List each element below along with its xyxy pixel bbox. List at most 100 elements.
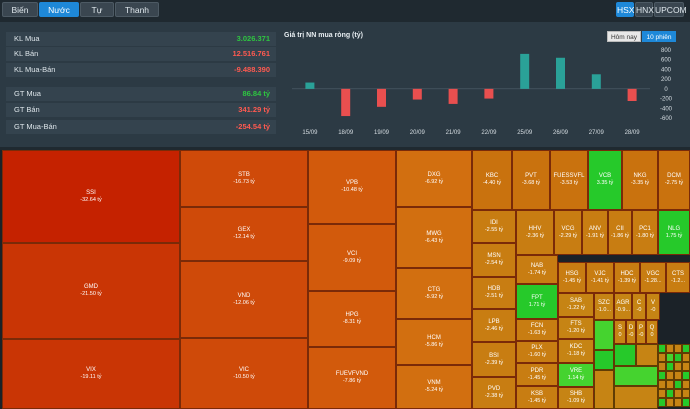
treemap-cell-szc[interactable]: SZC -1.0...	[594, 293, 614, 320]
treemap-cell-vpb[interactable]: VPB -10.48 tỷ	[308, 150, 396, 224]
treemap-cell-pvt[interactable]: PVT -3.68 tỷ	[512, 150, 550, 210]
treemap-cell-kbc[interactable]: KBC -4.40 tỷ	[472, 150, 512, 210]
treemap-cell-stb[interactable]: STB -16.73 tỷ	[180, 150, 308, 207]
treemap-cell-fcn[interactable]: FCN -1.63 tỷ	[516, 319, 558, 341]
treemap-cell-d[interactable]: D -0	[626, 320, 636, 344]
treemap-mini-cell[interactable]	[682, 389, 690, 398]
treemap-cell-hsg[interactable]: HSG -1.45 tỷ	[558, 262, 586, 293]
treemap-cell-p[interactable]: P -0	[636, 320, 646, 344]
treemap-mini-cell[interactable]	[658, 371, 666, 380]
treemap-cell-cii[interactable]: CII -1.86 tỷ	[608, 210, 632, 255]
treemap-mini-cell[interactable]	[666, 344, 674, 353]
treemap-mini-cell[interactable]	[682, 380, 690, 389]
treemap-cell-nab[interactable]: NAB -1.74 tỷ	[516, 255, 558, 284]
treemap-mini-cell[interactable]	[674, 344, 682, 353]
treemap-cell-vcb[interactable]: VCB 3.35 tỷ	[588, 150, 622, 210]
treemap-mini-cell[interactable]	[666, 389, 674, 398]
treemap-cell-agr[interactable]: AGR -0.9...	[614, 293, 632, 320]
treemap-cell-hdc[interactable]: HDC -1.39 tỷ	[614, 262, 640, 293]
treemap-cell-hhv[interactable]: HHV -2.36 tỷ	[516, 210, 554, 255]
treemap-mini-cell[interactable]	[658, 398, 666, 407]
treemap-cell-v[interactable]: V -0	[646, 293, 660, 320]
treemap-mini-cell[interactable]	[674, 371, 682, 380]
range-10-sessions-button[interactable]: 10 phiên	[642, 31, 676, 42]
treemap-cell-mwg[interactable]: MWG -6.43 tỷ	[396, 207, 472, 268]
range-today-button[interactable]: Hôm nay	[607, 31, 641, 42]
treemap-mini-cell[interactable]	[674, 380, 682, 389]
treemap-cell-vgc[interactable]: VGC -1.28...	[640, 262, 666, 293]
treemap-cell-ssi[interactable]: SSI -32.64 tỷ	[2, 150, 180, 243]
treemap-cell-bsi[interactable]: BSI -2.39 tỷ	[472, 342, 516, 377]
treemap-cell-vcg[interactable]: VCG -2.29 tỷ	[554, 210, 582, 255]
treemap-mini-cell[interactable]	[674, 362, 682, 371]
treemap-cell-dcm[interactable]: DCM -2.75 tỷ	[658, 150, 690, 210]
treemap-cell-msn[interactable]: MSN -2.54 tỷ	[472, 243, 516, 277]
treemap-mini-cell[interactable]	[614, 366, 658, 386]
treemap-cell-sab[interactable]: SAB -1.22 tỷ	[558, 293, 594, 317]
treemap-cell-vnm[interactable]: VNM -5.24 tỷ	[396, 365, 472, 409]
exchange-hsx[interactable]: HSX	[616, 2, 634, 17]
treemap-cell-nkg[interactable]: NKG -3.35 tỷ	[622, 150, 658, 210]
treemap-cell-cts[interactable]: CTS -1.2...	[666, 262, 690, 293]
treemap-mini-cell[interactable]	[636, 344, 658, 366]
treemap-cell-hcm[interactable]: HCM -5.86 tỷ	[396, 319, 472, 365]
treemap-mini-cell[interactable]	[666, 398, 674, 407]
treemap-mini-cell[interactable]	[594, 350, 614, 370]
net-value-label: -2.39 tỷ	[484, 359, 504, 366]
treemap-cell-vre[interactable]: VRE 1.14 tỷ	[558, 363, 594, 387]
treemap-cell-vic[interactable]: VIC -10.50 tỷ	[180, 338, 308, 409]
treemap-cell-fts[interactable]: FTS -1.20 tỷ	[558, 317, 594, 339]
treemap-mini-cell[interactable]	[594, 320, 614, 350]
treemap-mini-cell[interactable]	[658, 389, 666, 398]
treemap-cell-ksb[interactable]: KSB -1.45 tỷ	[516, 386, 558, 409]
treemap-cell-gmd[interactable]: GMD -21.50 tỷ	[2, 243, 180, 339]
treemap-cell-vix[interactable]: VIX -19.11 tỷ	[2, 339, 180, 409]
treemap-mini-cell[interactable]	[682, 398, 690, 407]
treemap-cell-lpb[interactable]: LPB -2.46 tỷ	[472, 309, 516, 342]
treemap-mini-cell[interactable]	[594, 370, 614, 409]
treemap-mini-cell[interactable]	[666, 380, 674, 389]
treemap-mini-cell[interactable]	[674, 398, 682, 407]
treemap-cell-fpt[interactable]: FPT 1.71 tỷ	[516, 284, 558, 319]
treemap-cell-ctg[interactable]: CTG -5.92 tỷ	[396, 268, 472, 319]
treemap-cell-fuevfvnd[interactable]: FUEVFVND -7.86 tỷ	[308, 347, 396, 409]
ticker-label: VCB	[598, 173, 612, 179]
treemap-cell-shb[interactable]: SHB -1.09 tỷ	[558, 387, 594, 409]
treemap-cell-vci[interactable]: VCI -9.09 tỷ	[308, 224, 396, 291]
treemap-mini-cell[interactable]	[682, 353, 690, 362]
treemap-cell-fuessvfl[interactable]: FUESSVFL -3.53 tỷ	[550, 150, 588, 210]
treemap-mini-cell[interactable]	[682, 362, 690, 371]
treemap-mini-cell[interactable]	[658, 362, 666, 371]
treemap-cell-vjc[interactable]: VJC -1.41 tỷ	[586, 262, 614, 293]
treemap-mini-cell[interactable]	[658, 380, 666, 389]
treemap-cell-plx[interactable]: PLX -1.60 tỷ	[516, 341, 558, 363]
exchange-hnx[interactable]: HNX	[635, 2, 654, 17]
treemap-cell-hpg[interactable]: HPG -8.31 tỷ	[308, 291, 396, 347]
treemap-cell-pc1[interactable]: PC1 -1.80 tỷ	[632, 210, 658, 255]
treemap-cell-pvd[interactable]: PVD -2.38 tỷ	[472, 377, 516, 409]
treemap-mini-cell[interactable]	[658, 353, 666, 362]
treemap-mini-cell[interactable]	[666, 371, 674, 380]
treemap-mini-cell[interactable]	[666, 353, 674, 362]
treemap-cell-gex[interactable]: GEX -12.14 tỷ	[180, 207, 308, 261]
treemap-cell-hdb[interactable]: HDB -2.51 tỷ	[472, 277, 516, 309]
treemap-mini-cell[interactable]	[614, 386, 658, 409]
treemap-mini-cell[interactable]	[658, 344, 666, 353]
exchange-upcom[interactable]: UPCOM	[654, 2, 687, 17]
treemap-mini-cell[interactable]	[614, 344, 636, 366]
treemap-cell-dxg[interactable]: DXG -6.92 tỷ	[396, 150, 472, 207]
treemap-cell-anv[interactable]: ANV -1.91 tỷ	[582, 210, 608, 255]
treemap-cell-c[interactable]: C -0	[632, 293, 646, 320]
treemap-mini-cell[interactable]	[666, 362, 674, 371]
treemap-cell-nlg[interactable]: NLG 1.75 tỷ	[658, 210, 690, 255]
treemap-cell-kdc[interactable]: KDC -1.18 tỷ	[558, 339, 594, 363]
treemap-mini-cell[interactable]	[682, 371, 690, 380]
treemap-cell-pdr[interactable]: PDR -1.45 tỷ	[516, 363, 558, 386]
treemap-cell-idi[interactable]: IDI -2.55 tỷ	[472, 210, 516, 243]
treemap-cell-vnd[interactable]: VND -12.06 tỷ	[180, 261, 308, 338]
treemap-mini-cell[interactable]	[674, 353, 682, 362]
treemap-mini-cell[interactable]	[682, 344, 690, 353]
treemap-mini-cell[interactable]	[674, 389, 682, 398]
